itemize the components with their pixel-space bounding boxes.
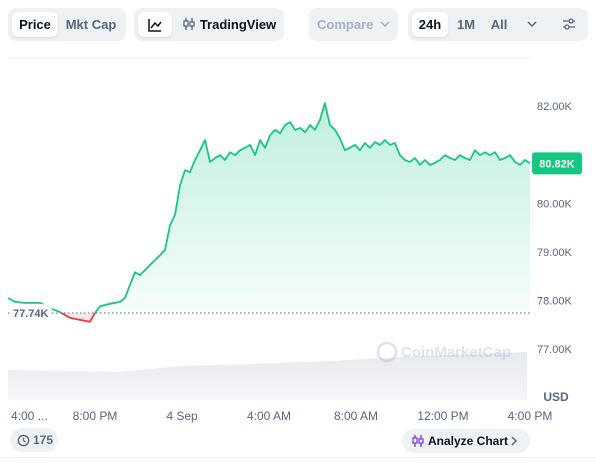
- price-button[interactable]: Price: [12, 12, 58, 37]
- tradingview-label: TradingView: [199, 17, 277, 32]
- y-tick-label: 80.00K: [537, 198, 573, 210]
- currency-label: USD: [543, 390, 569, 404]
- y-tick-label: 78.00K: [537, 295, 573, 307]
- compare-label: Compare: [317, 17, 374, 32]
- divider: [0, 457, 596, 458]
- range-toggle: 24h 1M All: [408, 8, 588, 41]
- x-tick-label: 8:00 PM: [73, 409, 118, 423]
- chart: 77.00K 78.00K 79.00K 80.00K 82.00K 4:00 ... 8:…: [7, 57, 582, 423]
- x-tick-label: 12:00 PM: [417, 409, 468, 423]
- line-chart-button[interactable]: [138, 12, 172, 37]
- x-tick-label: 4:00 ...: [11, 409, 48, 423]
- last-price-label: 80.82K: [539, 158, 575, 170]
- watermark-text: CoinMarketCap: [401, 344, 511, 361]
- analyze-icon: [412, 435, 424, 447]
- last-price-tag: [532, 152, 582, 175]
- sliders-icon: [563, 18, 575, 30]
- price-area: [8, 103, 530, 322]
- range-1m-button[interactable]: 1M: [456, 17, 476, 32]
- tradingview-button[interactable]: TradingView: [178, 12, 280, 37]
- chevron-icon: [380, 21, 390, 28]
- line-icon: [148, 19, 162, 32]
- baseline-label: 77.74K: [13, 308, 49, 320]
- baseline-label-bg: [10, 304, 52, 322]
- range-all-button[interactable]: All: [490, 17, 508, 32]
- badge-count: 175: [33, 433, 54, 447]
- settings-button[interactable]: [556, 12, 582, 37]
- compare-dropdown[interactable]: Compare: [309, 8, 398, 41]
- candle-icon: [183, 18, 195, 30]
- volume-area: [8, 352, 527, 400]
- x-tick-label: 4 Sep: [166, 409, 198, 423]
- analyze-label: Analyze Chart: [428, 434, 509, 448]
- chevron-icon: [527, 21, 537, 28]
- arrow-icon: [511, 436, 518, 446]
- range-24h-button[interactable]: 24h: [412, 12, 448, 37]
- x-tick-label: 4:00 AM: [247, 409, 291, 423]
- y-tick-label: 77.00K: [537, 344, 573, 356]
- mkt-cap-button[interactable]: Mkt Cap: [65, 17, 117, 32]
- price-line: [7, 102, 531, 323]
- count-badge[interactable]: 175: [10, 428, 58, 452]
- y-tick-label: 79.00K: [537, 247, 573, 259]
- watermark: CoinMarketCap: [376, 341, 511, 363]
- price-toggle: Price Mkt Cap: [8, 8, 126, 41]
- compare-button[interactable]: Compare: [313, 12, 394, 37]
- history-icon: [17, 434, 30, 447]
- chart-type-toggle: TradingView: [134, 8, 284, 41]
- more-ranges-button[interactable]: [520, 12, 544, 37]
- y-tick-label: 82.00K: [537, 101, 573, 113]
- x-tick-label: 8:00 AM: [334, 409, 378, 423]
- analyze-chart-button[interactable]: Analyze Chart: [402, 429, 530, 453]
- x-tick-label: 4:00 PM: [508, 409, 553, 423]
